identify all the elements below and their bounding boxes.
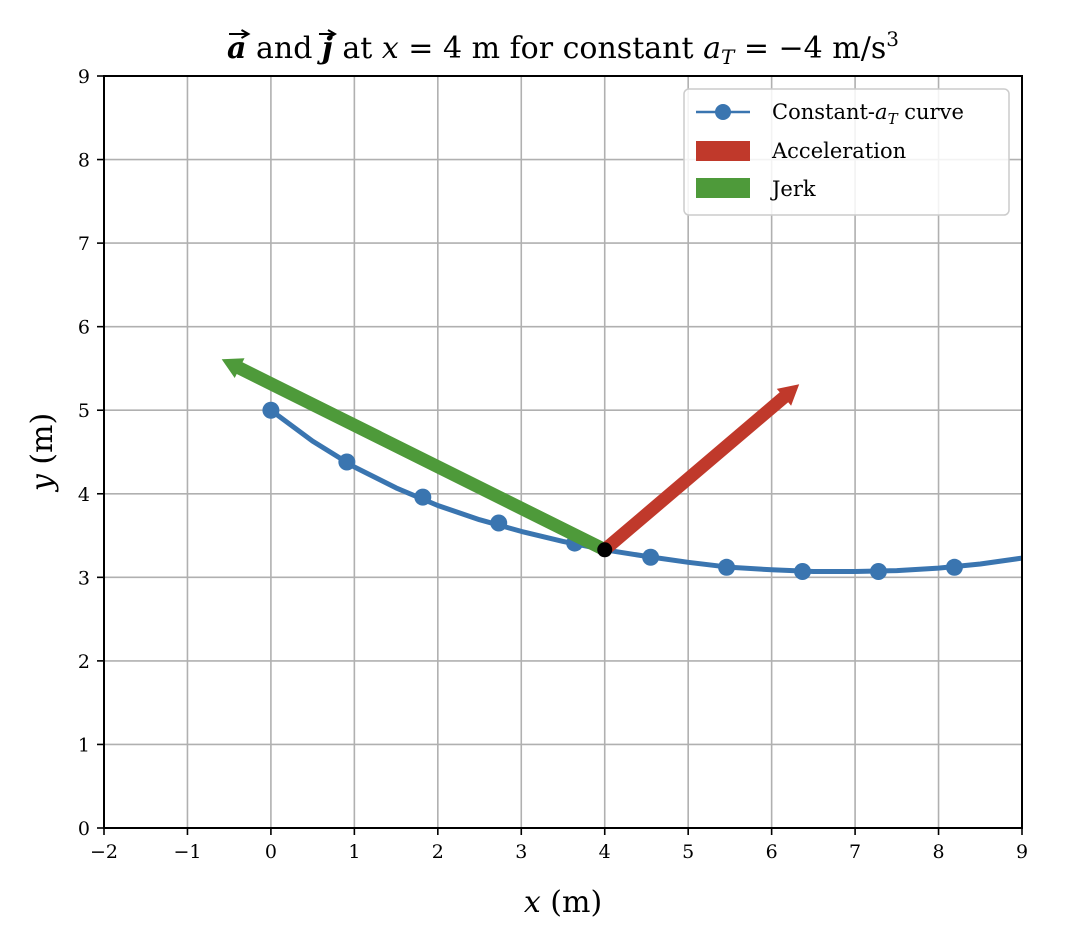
- legend-label-jerk: Jerk: [770, 177, 816, 201]
- curve-marker: [718, 558, 736, 576]
- curve-marker: [642, 548, 660, 566]
- legend: Constant-aT curve Acceleration Jerk: [683, 88, 1010, 216]
- y-tick-label: 7: [78, 233, 90, 255]
- title-vector-arrowhead: [240, 29, 251, 39]
- x-tick-label: −2: [90, 841, 118, 863]
- axes-frame: [103, 75, 1023, 829]
- x-tick-label: 8: [932, 841, 944, 863]
- y-axis-label: y (m): [25, 413, 60, 493]
- acceleration-vector-arrow: [600, 384, 800, 555]
- legend-swatch-acceleration: [696, 141, 750, 161]
- x-tick-label: 2: [432, 841, 444, 863]
- x-tick-label: 0: [265, 841, 277, 863]
- title-vector-arrowhead: [327, 29, 337, 39]
- curve-marker: [262, 401, 280, 419]
- x-tick-label: 7: [849, 841, 861, 863]
- x-tick-label: 9: [1016, 841, 1028, 863]
- curve-marker: [869, 562, 887, 580]
- legend-label-acceleration: Acceleration: [771, 139, 906, 163]
- curve-marker: [945, 558, 963, 576]
- y-tick-label: 0: [78, 818, 90, 840]
- x-tick-label: 4: [599, 841, 611, 863]
- x-tick-label: 6: [766, 841, 778, 863]
- curve-marker: [414, 488, 432, 506]
- legend-swatch-jerk: [696, 178, 750, 198]
- y-tick-label: 2: [78, 651, 90, 673]
- x-tick-label: 1: [348, 841, 360, 863]
- y-tick-label: 1: [78, 734, 90, 756]
- plot-area: [221, 358, 1022, 580]
- y-tick-label: 4: [78, 484, 90, 506]
- legend-label-curve: Constant-aT curve: [772, 100, 964, 128]
- title-vec-a: a: [227, 31, 246, 66]
- curve-marker: [338, 453, 356, 471]
- jerk-vector-arrow: [221, 358, 608, 556]
- y-tick-label: 8: [78, 150, 90, 172]
- legend-frame: [683, 88, 1010, 216]
- legend-swatch-curve-marker: [715, 104, 731, 120]
- chart-title: a and j at x = 4 m for constant aT = −4 …: [227, 27, 899, 69]
- axes: −2 −1 0 1 2 3 4 5 6 7 8 9 0 1 2 3 4 5 6 7 8 9: [78, 66, 1028, 863]
- x-tick-label: 5: [682, 841, 694, 863]
- curve-marker: [794, 562, 812, 580]
- x-tick-label: 3: [515, 841, 527, 863]
- y-tick-label: 3: [78, 567, 90, 589]
- x-axis-label: x (m): [524, 885, 602, 920]
- x-tick-label: −1: [173, 841, 201, 863]
- y-tick-label: 5: [78, 400, 90, 422]
- y-tick-label: 6: [78, 317, 90, 339]
- curve-marker: [490, 514, 508, 532]
- y-tick-label: 9: [78, 66, 90, 88]
- evaluation-point: [597, 542, 613, 558]
